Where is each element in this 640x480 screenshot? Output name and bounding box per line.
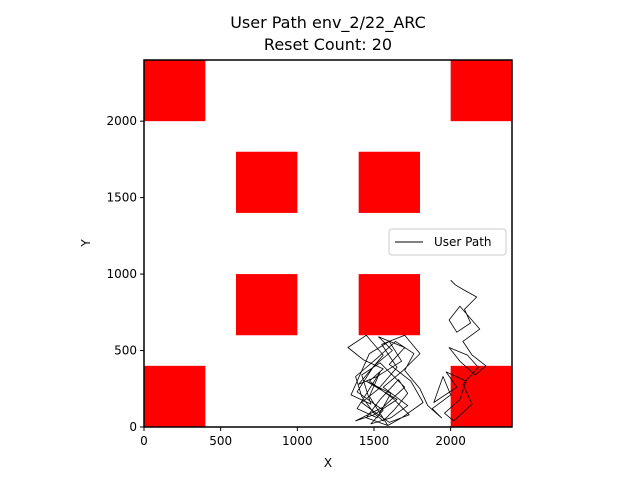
legend-box — [388, 228, 507, 256]
y-tick-label-500: 500 — [114, 344, 137, 358]
obstacle-1 — [144, 60, 206, 122]
obstacle-2 — [450, 60, 512, 122]
legend: User Path — [388, 228, 507, 256]
x-axis-ticks: 0 500 1000 1500 2000 — [140, 427, 466, 448]
legend-entry-user-path: User Path — [434, 235, 492, 249]
x-axis-label: X — [324, 456, 332, 470]
y-tick-label-0: 0 — [129, 420, 137, 434]
obstacle-4 — [358, 151, 420, 213]
y-axis-label: Y — [79, 239, 93, 248]
y-axis-ticks: 0 500 1000 1500 2000 — [106, 114, 144, 434]
obstacle-6 — [358, 274, 420, 336]
series-line-user-path — [347, 279, 487, 426]
x-tick-label-1000: 1000 — [282, 434, 313, 448]
obstacle-3 — [236, 151, 298, 213]
y-tick-label-1000: 1000 — [106, 267, 137, 281]
chart-title: User Path env_2/22_ARC — [230, 13, 426, 33]
plot-frame — [143, 59, 513, 428]
x-tick-label-2000: 2000 — [435, 434, 466, 448]
obstacle-7 — [144, 365, 206, 427]
obstacle-5 — [236, 274, 298, 336]
y-tick-label-1500: 1500 — [106, 191, 137, 205]
x-tick-label-1500: 1500 — [359, 434, 390, 448]
y-tick-label-2000: 2000 — [106, 114, 137, 128]
chart-subtitle: Reset Count: 20 — [264, 35, 392, 54]
user-path-layer — [347, 279, 487, 426]
obstacle-8 — [450, 365, 512, 427]
x-tick-label-500: 500 — [209, 434, 232, 448]
obstacles-layer — [144, 60, 512, 427]
x-tick-label-0: 0 — [140, 434, 148, 448]
